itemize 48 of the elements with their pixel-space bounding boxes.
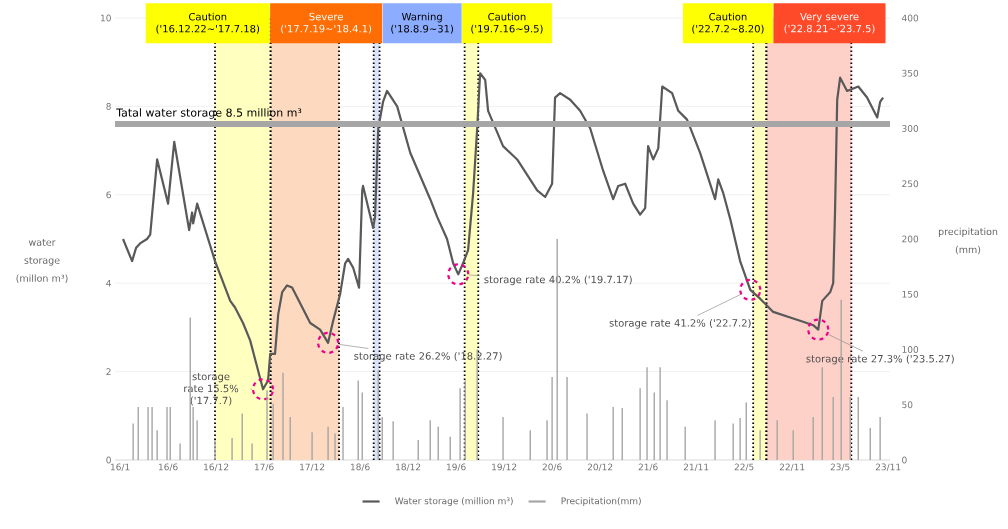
- x-tick-label: 20/12: [587, 463, 613, 472]
- y-tick-label: 4: [106, 279, 111, 287]
- band-label: Caution ('19.7.16~9.5): [471, 12, 543, 34]
- x-tick-label: 16/12: [204, 463, 229, 472]
- y2-tick-label: 300: [902, 125, 919, 132]
- y-axis-title: water storage (millon m³): [16, 239, 68, 283]
- x-tick-label: 21/6: [638, 463, 658, 472]
- band-label: Severe ('17.7.19~'18.4.1): [281, 12, 372, 34]
- x-tick-label: 22/11: [779, 463, 805, 472]
- x-tick-label: 19/6: [446, 463, 466, 472]
- x-tick-label: 21/11: [683, 463, 709, 472]
- y2-tick-label: 400: [901, 14, 919, 22]
- x-tick-label: 22/5: [734, 463, 754, 472]
- y2-tick-label: 0: [902, 456, 907, 464]
- band-label: Very severe ('22.8.21~'23.7.5): [784, 12, 875, 34]
- band-label: Caution ('22.7.2~8.20): [692, 12, 764, 34]
- y-tick-label: 8: [106, 102, 111, 110]
- y2-tick-label: 200: [902, 235, 919, 243]
- band-label: Warning ('18.8.9~31): [391, 12, 453, 34]
- y-tick-label: 6: [106, 191, 111, 199]
- x-tick-label: 17/12: [300, 463, 325, 472]
- x-tick-label: 23/11: [875, 463, 901, 472]
- band-label: Caution ('16.12.22~'17.7.18): [156, 12, 260, 34]
- y-tick-label: 0: [106, 456, 111, 464]
- x-tick-label: 16/1: [110, 463, 130, 472]
- y-tick-label: 10: [101, 14, 111, 22]
- x-tick-label: 23/5: [830, 463, 850, 472]
- x-tick-label: 19/12: [492, 463, 517, 472]
- y-tick-label: 2: [106, 368, 111, 375]
- y2-tick-label: 50: [902, 401, 913, 409]
- x-tick-label: 20/6: [542, 463, 562, 472]
- annotation: storage rate 40.2% ('19.7.17): [484, 275, 632, 286]
- legend-label: Precipitation(mm): [561, 497, 641, 507]
- y2-tick-label: 150: [902, 290, 919, 298]
- y2-axis-title: precipitation (mm): [938, 227, 998, 255]
- y2-tick-label: 250: [902, 180, 919, 188]
- x-tick-label: 17/6: [254, 463, 274, 472]
- y2-tick-label: 100: [902, 346, 919, 353]
- legend-label: Water storage (million m³): [395, 497, 513, 507]
- annotation: storage rate 15.5% ('17.7.7): [184, 373, 239, 406]
- y2-tick-label: 350: [902, 69, 919, 77]
- x-tick-label: 18/6: [350, 463, 370, 472]
- annotation: storage rate 41.2% ('22.7.2): [609, 318, 751, 329]
- annotation: storage rate 27.3% ('23.5.27): [806, 354, 954, 365]
- annotation: storage rate 26.2% ('18.2.27): [354, 352, 502, 362]
- ref-line-label: Tatal water storage 8.5 million m³: [116, 108, 302, 119]
- x-tick-label: 16/6: [158, 463, 178, 472]
- x-tick-label: 18/12: [396, 463, 421, 472]
